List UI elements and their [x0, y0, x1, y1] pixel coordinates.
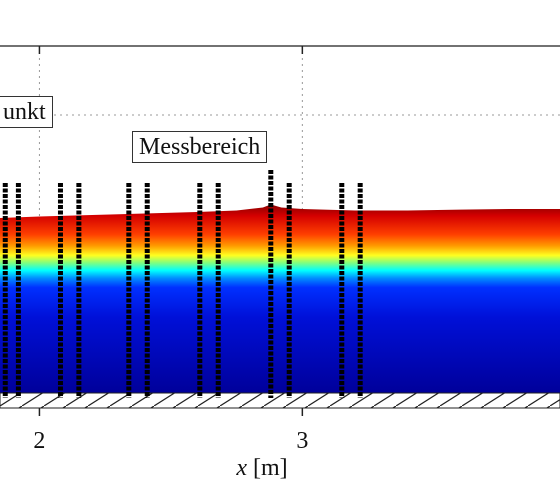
measurement-rods — [2, 170, 363, 398]
x-axis-label: x [m] — [236, 455, 287, 482]
bed-hatch — [0, 392, 560, 409]
annotation-messbereich: Messbereich — [132, 131, 268, 164]
annotation-unkt: unkt — [0, 96, 53, 129]
x-ticks — [38, 46, 304, 416]
x-tick-label-3: 3 — [296, 428, 309, 454]
x-tick-label-2: 2 — [33, 428, 46, 454]
x-axis-unit: [m] — [253, 455, 288, 481]
x-axis-variable: x — [236, 455, 247, 481]
flow-field — [0, 204, 560, 393]
